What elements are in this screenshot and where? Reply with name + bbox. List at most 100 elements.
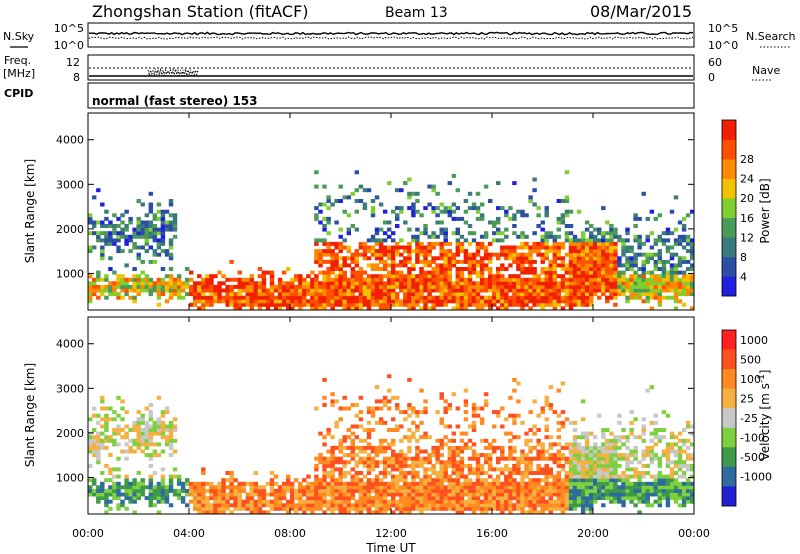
echo-cell [241, 284, 246, 289]
echo-cell [681, 302, 687, 307]
echo-cell [269, 485, 275, 490]
echo-cell [483, 245, 489, 250]
echo-cell [281, 496, 287, 501]
echo-cell [237, 503, 242, 508]
echo-cell [601, 488, 606, 493]
echo-cell [261, 288, 267, 293]
echo-cell [601, 460, 606, 465]
echo-cell [257, 288, 263, 293]
echo-cell [136, 492, 141, 497]
echo-cell [681, 270, 687, 275]
echo-cell [382, 488, 388, 493]
echo-cell [673, 435, 679, 440]
echo-cell [350, 224, 356, 228]
y-tick-label: 3000 [56, 382, 84, 395]
echo-cell [483, 403, 489, 407]
echo-cell [568, 277, 574, 282]
echo-cell [613, 499, 618, 504]
echo-cell [370, 206, 376, 211]
echo-cell [496, 206, 501, 211]
echo-cell [540, 503, 545, 508]
echo-cell [516, 277, 521, 282]
echo-cell [253, 295, 259, 300]
echo-cell [310, 270, 315, 275]
echo-cell [350, 478, 356, 483]
echo-cell [504, 295, 509, 300]
echo-cell [152, 234, 158, 239]
echo-cell [116, 456, 121, 461]
echo-cell [447, 424, 453, 429]
echo-cell [645, 496, 650, 501]
echo-cell [661, 281, 667, 286]
echo-cell [661, 295, 667, 300]
echo-cell [342, 438, 347, 443]
echo-cell [160, 277, 166, 282]
echo-cell [483, 299, 489, 304]
echo-cell [475, 263, 481, 268]
echo-cell [176, 481, 182, 486]
echo-cell [209, 503, 214, 508]
echo-cell [609, 478, 614, 483]
echo-cell [641, 488, 646, 493]
echo-cell [621, 428, 626, 432]
echo-cell [548, 295, 554, 300]
echo-cell [419, 492, 424, 497]
echo-cell [560, 241, 566, 246]
echo-cell [257, 492, 263, 497]
echo-cell [427, 488, 432, 493]
echo-cell [536, 245, 541, 250]
echo-cell [617, 445, 622, 450]
echo-cell [140, 245, 145, 250]
echo-cell [427, 435, 432, 440]
velocity-scatter-cells [88, 374, 695, 515]
echo-cell [298, 481, 303, 486]
echo-cell [552, 478, 558, 483]
echo-cell [197, 488, 202, 493]
echo-cell [564, 284, 570, 289]
echo-cell [512, 471, 517, 475]
echo-cell [419, 306, 424, 311]
echo-cell [160, 428, 166, 432]
echo-cell [488, 199, 493, 203]
echo-cell [584, 488, 590, 493]
echo-cell [439, 481, 444, 486]
echo-cell [661, 453, 667, 458]
echo-cell [354, 499, 360, 504]
echo-cell [193, 496, 198, 501]
echo-cell [423, 467, 428, 472]
echo-cell [690, 267, 695, 271]
echo-cell [439, 249, 444, 254]
echo-cell [294, 510, 299, 515]
echo-cell [221, 281, 226, 286]
echo-cell [455, 270, 461, 275]
echo-cell [548, 435, 554, 440]
echo-cell [621, 496, 626, 501]
echo-cell [564, 496, 570, 501]
echo-cell [128, 481, 133, 486]
echo-cell [463, 410, 469, 415]
echo-cell [593, 474, 598, 479]
echo-cell [201, 510, 206, 515]
echo-cell [589, 292, 594, 297]
echo-cell [653, 435, 659, 440]
echo-cell [88, 231, 93, 236]
echo-cell [665, 445, 671, 450]
echo-cell [593, 499, 598, 504]
echo-cell [625, 284, 630, 289]
echo-cell [443, 227, 448, 232]
echo-cell [322, 241, 327, 246]
echo-cell [463, 463, 469, 468]
echo-cell [580, 471, 586, 475]
echo-cell [524, 463, 529, 468]
echo-cell [366, 431, 372, 436]
echo-cell [156, 499, 162, 504]
echo-cell [431, 503, 436, 508]
echo-cell [370, 199, 376, 203]
echo-cell [544, 292, 549, 297]
echo-cell [374, 256, 380, 261]
echo-cell [128, 428, 133, 432]
echo-cell [378, 420, 384, 425]
echo-cell [625, 281, 630, 286]
echo-cell [572, 438, 578, 443]
echo-cell [403, 435, 408, 440]
